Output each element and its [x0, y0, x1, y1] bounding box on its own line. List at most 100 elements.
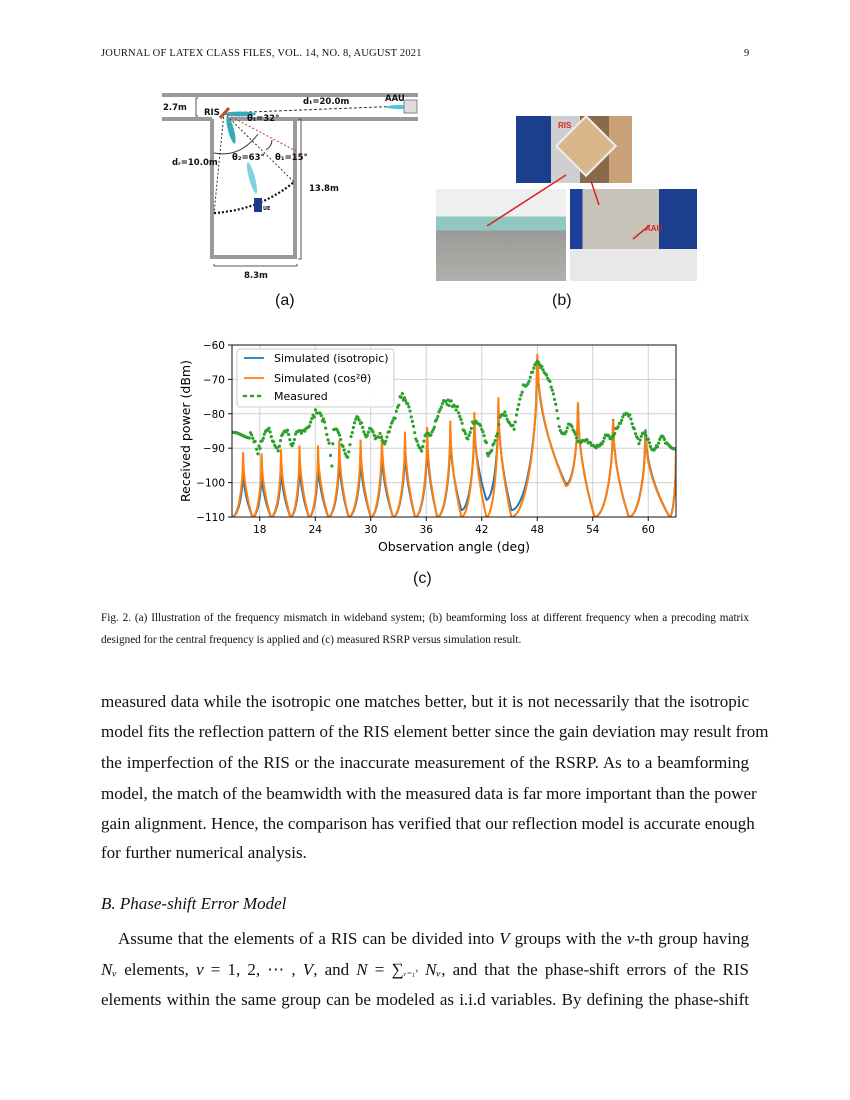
- measured-point: [384, 439, 388, 443]
- theta-t-label: θₜ=32°: [247, 114, 279, 124]
- measured-point: [313, 408, 318, 412]
- measured-point: [278, 439, 283, 443]
- measured-point: [272, 440, 276, 444]
- body-line: elements within the same group can be mo…: [101, 990, 749, 1009]
- measured-point: [350, 431, 354, 435]
- measured-point: [331, 442, 335, 446]
- measured-point: [458, 414, 462, 419]
- dr-label: dᵣ=10.0m: [172, 158, 218, 168]
- measured-point: [639, 434, 643, 438]
- measured-point: [550, 388, 554, 392]
- measured-point: [418, 446, 423, 450]
- measured-point: [371, 430, 375, 434]
- measured-point: [658, 437, 662, 441]
- measured-point: [365, 433, 369, 437]
- measured-point: [362, 430, 366, 434]
- figure-b-label: (b): [552, 292, 572, 309]
- dt-label: dₜ=20.0m: [303, 97, 349, 107]
- measured-point: [438, 408, 442, 412]
- chart-series: [232, 353, 676, 517]
- measured-point: [436, 414, 440, 419]
- body-line: Assume that the elements of a RIS can be…: [118, 929, 749, 948]
- measured-point: [393, 416, 397, 421]
- measured-point: [431, 428, 435, 432]
- measured-point: [335, 428, 339, 432]
- measured-point: [387, 430, 391, 434]
- page-number: 9: [744, 48, 750, 59]
- figure-a-diagram: 2.7m RIS dₜ=20.0m AAU θₜ=32° θ₂=63° θ₁=1…: [162, 93, 418, 281]
- measured-point: [421, 444, 425, 449]
- measured-point: [482, 434, 486, 438]
- measured-point: [435, 417, 439, 422]
- measured-point: [377, 435, 381, 439]
- measured-point: [260, 439, 264, 443]
- x-tick-label: 42: [475, 524, 488, 536]
- measured-point: [402, 396, 407, 400]
- measured-point: [594, 446, 598, 450]
- measured-point: [276, 449, 280, 453]
- measured-point: [408, 409, 412, 413]
- measured-point: [422, 439, 426, 443]
- measured-point: [629, 417, 633, 421]
- measured-point: [531, 370, 535, 374]
- measured-point: [468, 430, 472, 434]
- measured-point: [544, 373, 549, 377]
- measured-point: [618, 421, 623, 425]
- measured-point: [467, 433, 471, 437]
- measured-point: [570, 424, 574, 429]
- room-depth-label: 13.8m: [309, 184, 339, 194]
- measured-point: [519, 393, 523, 397]
- corridor-width-label: 2.7m: [163, 103, 187, 113]
- measured-point: [527, 379, 531, 383]
- measured-point: [257, 444, 261, 448]
- measured-point: [359, 421, 364, 425]
- measured-point: [341, 444, 345, 448]
- ris-photo: RIS: [516, 116, 632, 183]
- measured-point: [328, 453, 333, 457]
- measured-point: [602, 436, 606, 440]
- measured-point: [250, 433, 254, 437]
- measured-point: [275, 446, 279, 450]
- measured-point: [484, 440, 488, 445]
- measured-point: [537, 363, 542, 367]
- measured-point: [347, 450, 351, 454]
- aau-tag: AAU: [645, 224, 663, 233]
- measured-point: [357, 418, 361, 422]
- measured-point: [411, 424, 416, 429]
- floor-plan-walls: [162, 93, 418, 259]
- measured-point: [572, 430, 576, 434]
- measured-point: [432, 425, 436, 429]
- measured-point: [288, 438, 292, 442]
- measured-point: [536, 360, 541, 364]
- measured-point: [447, 403, 451, 408]
- legend-cos2: Simulated (cos²θ): [274, 372, 371, 385]
- measured-point: [339, 437, 343, 442]
- measured-point: [512, 427, 516, 431]
- measured-point: [518, 397, 522, 401]
- measured-point: [486, 454, 490, 458]
- measured-point: [321, 417, 326, 421]
- x-tick-label: 54: [586, 524, 600, 536]
- measured-point: [517, 403, 521, 407]
- measured-point: [466, 437, 470, 441]
- measured-point: [511, 423, 515, 427]
- measured-point: [315, 411, 319, 415]
- measured-point: [309, 420, 313, 424]
- measured-point: [351, 425, 356, 430]
- measured-point: [462, 429, 467, 433]
- measured-point: [633, 432, 638, 436]
- measured-point: [551, 392, 556, 396]
- measured-point: [557, 424, 561, 429]
- measured-point: [588, 441, 593, 445]
- measured-point: [410, 419, 414, 423]
- measured-point: [415, 439, 419, 443]
- x-tick-label: 18: [253, 524, 266, 536]
- measured-point: [361, 425, 365, 430]
- measured-point: [440, 402, 445, 406]
- measured-point: [383, 442, 387, 446]
- measured-point: [307, 424, 312, 428]
- measured-point: [646, 437, 650, 441]
- body-line: gain alignment. Hence, the comparison ha…: [101, 814, 755, 833]
- measured-point: [379, 435, 383, 439]
- measured-point: [504, 414, 508, 418]
